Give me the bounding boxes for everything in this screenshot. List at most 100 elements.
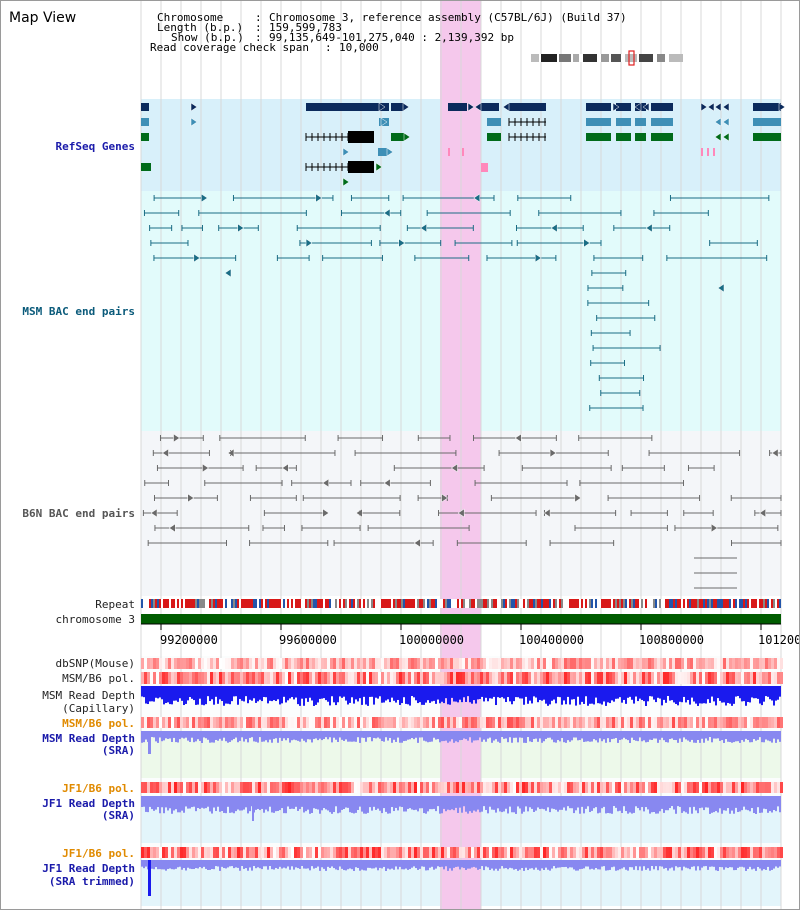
repeat-segment xyxy=(607,599,609,608)
read-depth-bar xyxy=(441,731,443,742)
read-depth-bar xyxy=(563,860,565,868)
polymorphism-cell xyxy=(648,658,651,669)
read-depth-bar xyxy=(509,796,511,807)
repeat-segment xyxy=(685,599,687,608)
read-depth-bar xyxy=(677,731,679,743)
read-depth-bar xyxy=(355,796,357,813)
read-depth-bar xyxy=(181,796,183,811)
repeat-segment xyxy=(517,599,519,608)
polymorphism-cell xyxy=(753,782,756,793)
polymorphism-cell xyxy=(546,672,549,684)
read-depth-bar xyxy=(243,860,245,869)
read-depth-bar xyxy=(295,731,297,741)
read-depth-bar xyxy=(295,796,297,807)
read-depth-bar xyxy=(271,796,273,813)
read-depth-bar xyxy=(661,686,663,706)
read-depth-bar xyxy=(349,860,351,869)
polymorphism-cell xyxy=(702,717,705,728)
read-depth-bar xyxy=(353,860,355,871)
read-depth-bar xyxy=(167,731,169,739)
show-key: Show (b.p.) xyxy=(171,31,244,44)
polymorphism-cell xyxy=(225,847,228,858)
polymorphism-cell xyxy=(216,847,219,858)
ideogram-band xyxy=(583,54,597,62)
repeat-segment xyxy=(773,599,775,608)
b6n-bac-arrow xyxy=(383,478,391,488)
repeat-segment xyxy=(419,599,421,608)
read-depth-bar xyxy=(185,860,187,871)
read-depth-bar xyxy=(249,686,251,700)
repeat-segment xyxy=(385,599,387,608)
polymorphism-cell xyxy=(654,847,657,858)
repeat-segment xyxy=(401,599,403,608)
read-depth-bar xyxy=(315,686,317,705)
read-depth-bar xyxy=(523,731,525,743)
polymorphism-cell xyxy=(342,847,345,858)
polymorphism-cell xyxy=(495,658,498,669)
track-label-b6n-bac-end-pairs[interactable]: B6N BAC end pairs xyxy=(22,507,135,520)
gene-strand-arrow xyxy=(722,102,730,112)
read-depth-bar xyxy=(745,686,747,706)
polymorphism-cell xyxy=(240,782,243,793)
repeat-segment xyxy=(567,599,569,608)
polymorphism-cell xyxy=(270,847,273,858)
repeat-segment xyxy=(275,599,277,608)
chromosome-value: Chromosome 3, reference assembly (C57BL/… xyxy=(269,11,627,24)
polymorphism-cell xyxy=(669,782,672,793)
read-depth-bar xyxy=(479,860,481,869)
polymorphism-cell xyxy=(567,658,570,669)
read-depth-bar xyxy=(301,796,303,807)
polymorphism-cell xyxy=(465,847,468,858)
repeat-segment xyxy=(341,599,343,608)
read-depth-bar xyxy=(537,796,539,808)
polymorphism-cell xyxy=(405,782,408,793)
read-depth-bar xyxy=(313,731,315,739)
repeat-segment xyxy=(677,599,679,608)
read-depth-bar xyxy=(371,731,373,742)
polymorphism-cell xyxy=(411,658,414,669)
read-depth-bar xyxy=(387,860,389,869)
read-depth-bar xyxy=(257,731,259,743)
polymorphism-cell xyxy=(732,672,735,684)
repeat-segment xyxy=(497,599,499,608)
read-depth-bar xyxy=(469,731,471,738)
polymorphism-cell xyxy=(594,717,597,728)
read-depth-bar xyxy=(501,731,503,738)
read-depth-bar xyxy=(461,796,463,813)
read-depth-bar xyxy=(747,796,749,811)
read-depth-bar xyxy=(761,796,763,813)
repeat-segment xyxy=(479,599,481,608)
polymorphism-cell xyxy=(441,672,444,684)
read-depth-bar xyxy=(589,796,591,813)
polymorphism-cell xyxy=(309,658,312,669)
msm-bac-arrow xyxy=(305,238,313,248)
polymorphism-cell xyxy=(735,717,738,728)
track-label-msm-bac-end-pairs[interactable]: MSM BAC end pairs xyxy=(22,305,135,318)
read-depth-bar xyxy=(499,796,501,812)
polymorphism-cell xyxy=(708,717,711,728)
polymorphism-cell xyxy=(303,717,306,728)
read-depth-bar xyxy=(293,686,295,700)
repeat-segment xyxy=(371,599,373,608)
polymorphism-cell xyxy=(699,782,702,793)
polymorphism-cell xyxy=(219,658,222,669)
polymorphism-cell xyxy=(387,672,390,684)
polymorphism-cell xyxy=(585,782,588,793)
read-depth-bar xyxy=(307,796,309,810)
polymorphism-cell xyxy=(759,672,762,684)
gene-strand-arrow xyxy=(402,102,410,112)
read-depth-bar xyxy=(717,731,719,739)
read-depth-bar xyxy=(619,796,621,811)
polymorphism-cell xyxy=(711,847,714,858)
polymorphism-cell xyxy=(198,717,201,728)
read-depth-bar xyxy=(471,796,473,813)
repeat-segment xyxy=(461,599,463,608)
polymorphism-cell xyxy=(366,658,369,669)
read-depth-bar xyxy=(739,860,741,867)
read-depth-bar xyxy=(211,731,213,743)
polymorphism-cell xyxy=(327,847,330,858)
track-label-refseq-genes[interactable]: RefSeq Genes xyxy=(55,140,135,153)
polymorphism-cell xyxy=(690,782,693,793)
repeat-segment xyxy=(531,599,533,608)
